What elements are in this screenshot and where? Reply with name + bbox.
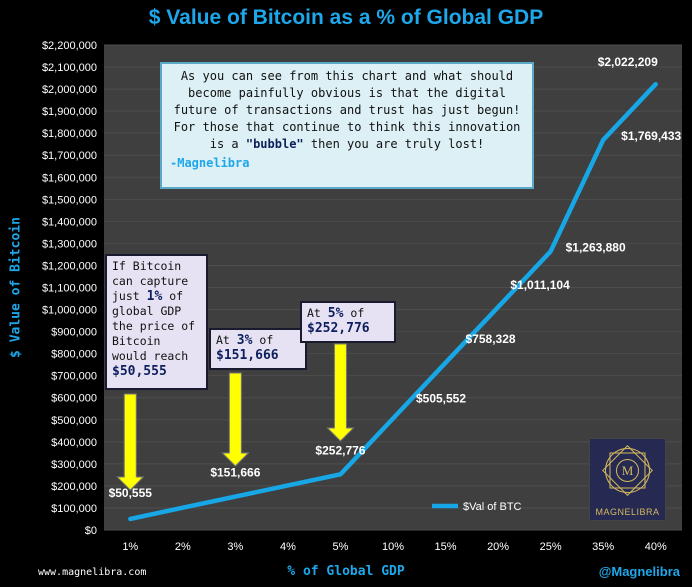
data-label: $2,022,209 [598,55,658,69]
y-tick-label: $2,100,000 [42,62,97,74]
callout-3-mid: of [259,333,274,347]
y-tick-label: $500,000 [51,415,97,427]
logo-mark-icon: M [602,445,653,496]
callout-3-pre: At [216,333,230,347]
commentary-box: As you can see from this chart and what … [160,62,534,189]
chart-title: $ Value of Bitcoin as a % of Global GDP [148,6,544,29]
data-label: $1,769,433 [621,129,681,143]
callout-1-pre: If Bitcoin can capture just [112,259,189,303]
y-tick-label: $1,700,000 [42,150,97,162]
x-tick-label: 20% [487,541,509,553]
callout-1-value: $50,555 [112,364,167,379]
y-tick-label: $1,000,000 [42,305,97,317]
callout-1-percent: If Bitcoin can capture just 1% of global… [105,254,208,390]
y-tick-label: $1,400,000 [42,216,97,228]
data-label: $50,555 [109,486,153,500]
y-tick-label: $1,500,000 [42,194,97,206]
callout-5-percent: At 5% of $252,776 [300,301,396,343]
logo-text: MAGNELIBRA [595,507,660,517]
magnelibra-logo: M MAGNELIBRA [589,438,666,521]
commentary-bubble: "bubble" [245,137,304,151]
y-tick-label: $900,000 [51,327,97,339]
data-label: $252,776 [315,443,365,457]
y-tick-label: $600,000 [51,393,97,405]
x-tick-label: 35% [592,541,614,553]
x-tick-label: 5% [333,541,349,553]
callout-arrow [326,343,355,442]
legend-label: $Val of BTC [463,501,522,513]
x-tick-label: 1% [122,541,138,553]
y-axis-label: $ Value of Bitcoin [8,217,24,358]
y-tick-label: $700,000 [51,371,97,383]
y-tick-label: $800,000 [51,349,97,361]
y-tick-label: $1,600,000 [42,172,97,184]
callout-3-percent: At 3% of $151,666 [209,328,307,370]
x-tick-label: 3% [227,541,243,553]
callout-3-pct: 3% [236,333,253,348]
callout-arrow [116,393,145,491]
x-tick-label: 40% [645,541,667,553]
x-tick-label: 4% [280,541,296,553]
logo-monogram: M [622,463,634,478]
y-axis-ticks: $0 $100,000 $200,000 $300,000 $400,000 $500,0… [42,40,97,537]
data-label: $1,263,880 [566,240,626,254]
y-tick-label: $1,100,000 [42,283,97,295]
footer-handle[interactable]: @Magnelibra [598,564,680,579]
x-tick-label: 15% [435,541,457,553]
series-line-val-of-btc [128,81,658,522]
commentary-text-1: As you can see from this chart and what … [173,69,521,151]
data-label: $758,328 [466,332,516,346]
y-tick-label: $200,000 [51,481,97,493]
x-tick-label: 25% [540,541,562,553]
callout-arrow [221,372,250,467]
y-tick-label: $2,200,000 [42,40,97,52]
x-tick-label: 2% [175,541,191,553]
callout-3-value: $151,666 [216,348,279,363]
y-tick-label: $100,000 [51,503,97,515]
data-label: $505,552 [416,392,466,406]
callout-1-pct: 1% [146,289,163,304]
callout-5-value: $252,776 [307,321,370,336]
y-tick-label: $1,200,000 [42,260,97,272]
legend: $Val of BTC [432,501,522,513]
y-tick-label: $2,000,000 [42,84,97,96]
y-tick-label: $400,000 [51,437,97,449]
data-label: $1,011,104 [510,278,570,292]
y-tick-label: $1,800,000 [42,128,97,140]
x-axis-ticks: 1% 2% 3% 4% 5% 10% 15% 20% 25% 35% 40% [122,541,667,553]
callout-5-pre: At [307,306,321,320]
callout-1-mid: of global GDP the price of Bitcoin would… [112,289,196,363]
footer-website[interactable]: www.magnelibra.com [38,567,147,578]
callout-arrows [116,343,355,491]
data-label: $151,666 [210,466,260,480]
y-tick-label: $0 [85,525,97,537]
x-tick-label: 10% [382,541,404,553]
y-tick-label: $300,000 [51,459,97,471]
callout-5-mid: of [350,306,365,320]
point-labels: $50,555 $151,666 $252,776 $505,552 $758,328 $… [109,55,682,500]
x-axis-label: % of Global GDP [287,564,405,579]
commentary-signature: -Magnelibra [170,156,250,170]
y-tick-label: $1,300,000 [42,238,97,250]
callout-5-pct: 5% [327,306,344,321]
commentary-text-2: then you are truly lost! [310,137,485,151]
y-tick-label: $1,900,000 [42,106,97,118]
